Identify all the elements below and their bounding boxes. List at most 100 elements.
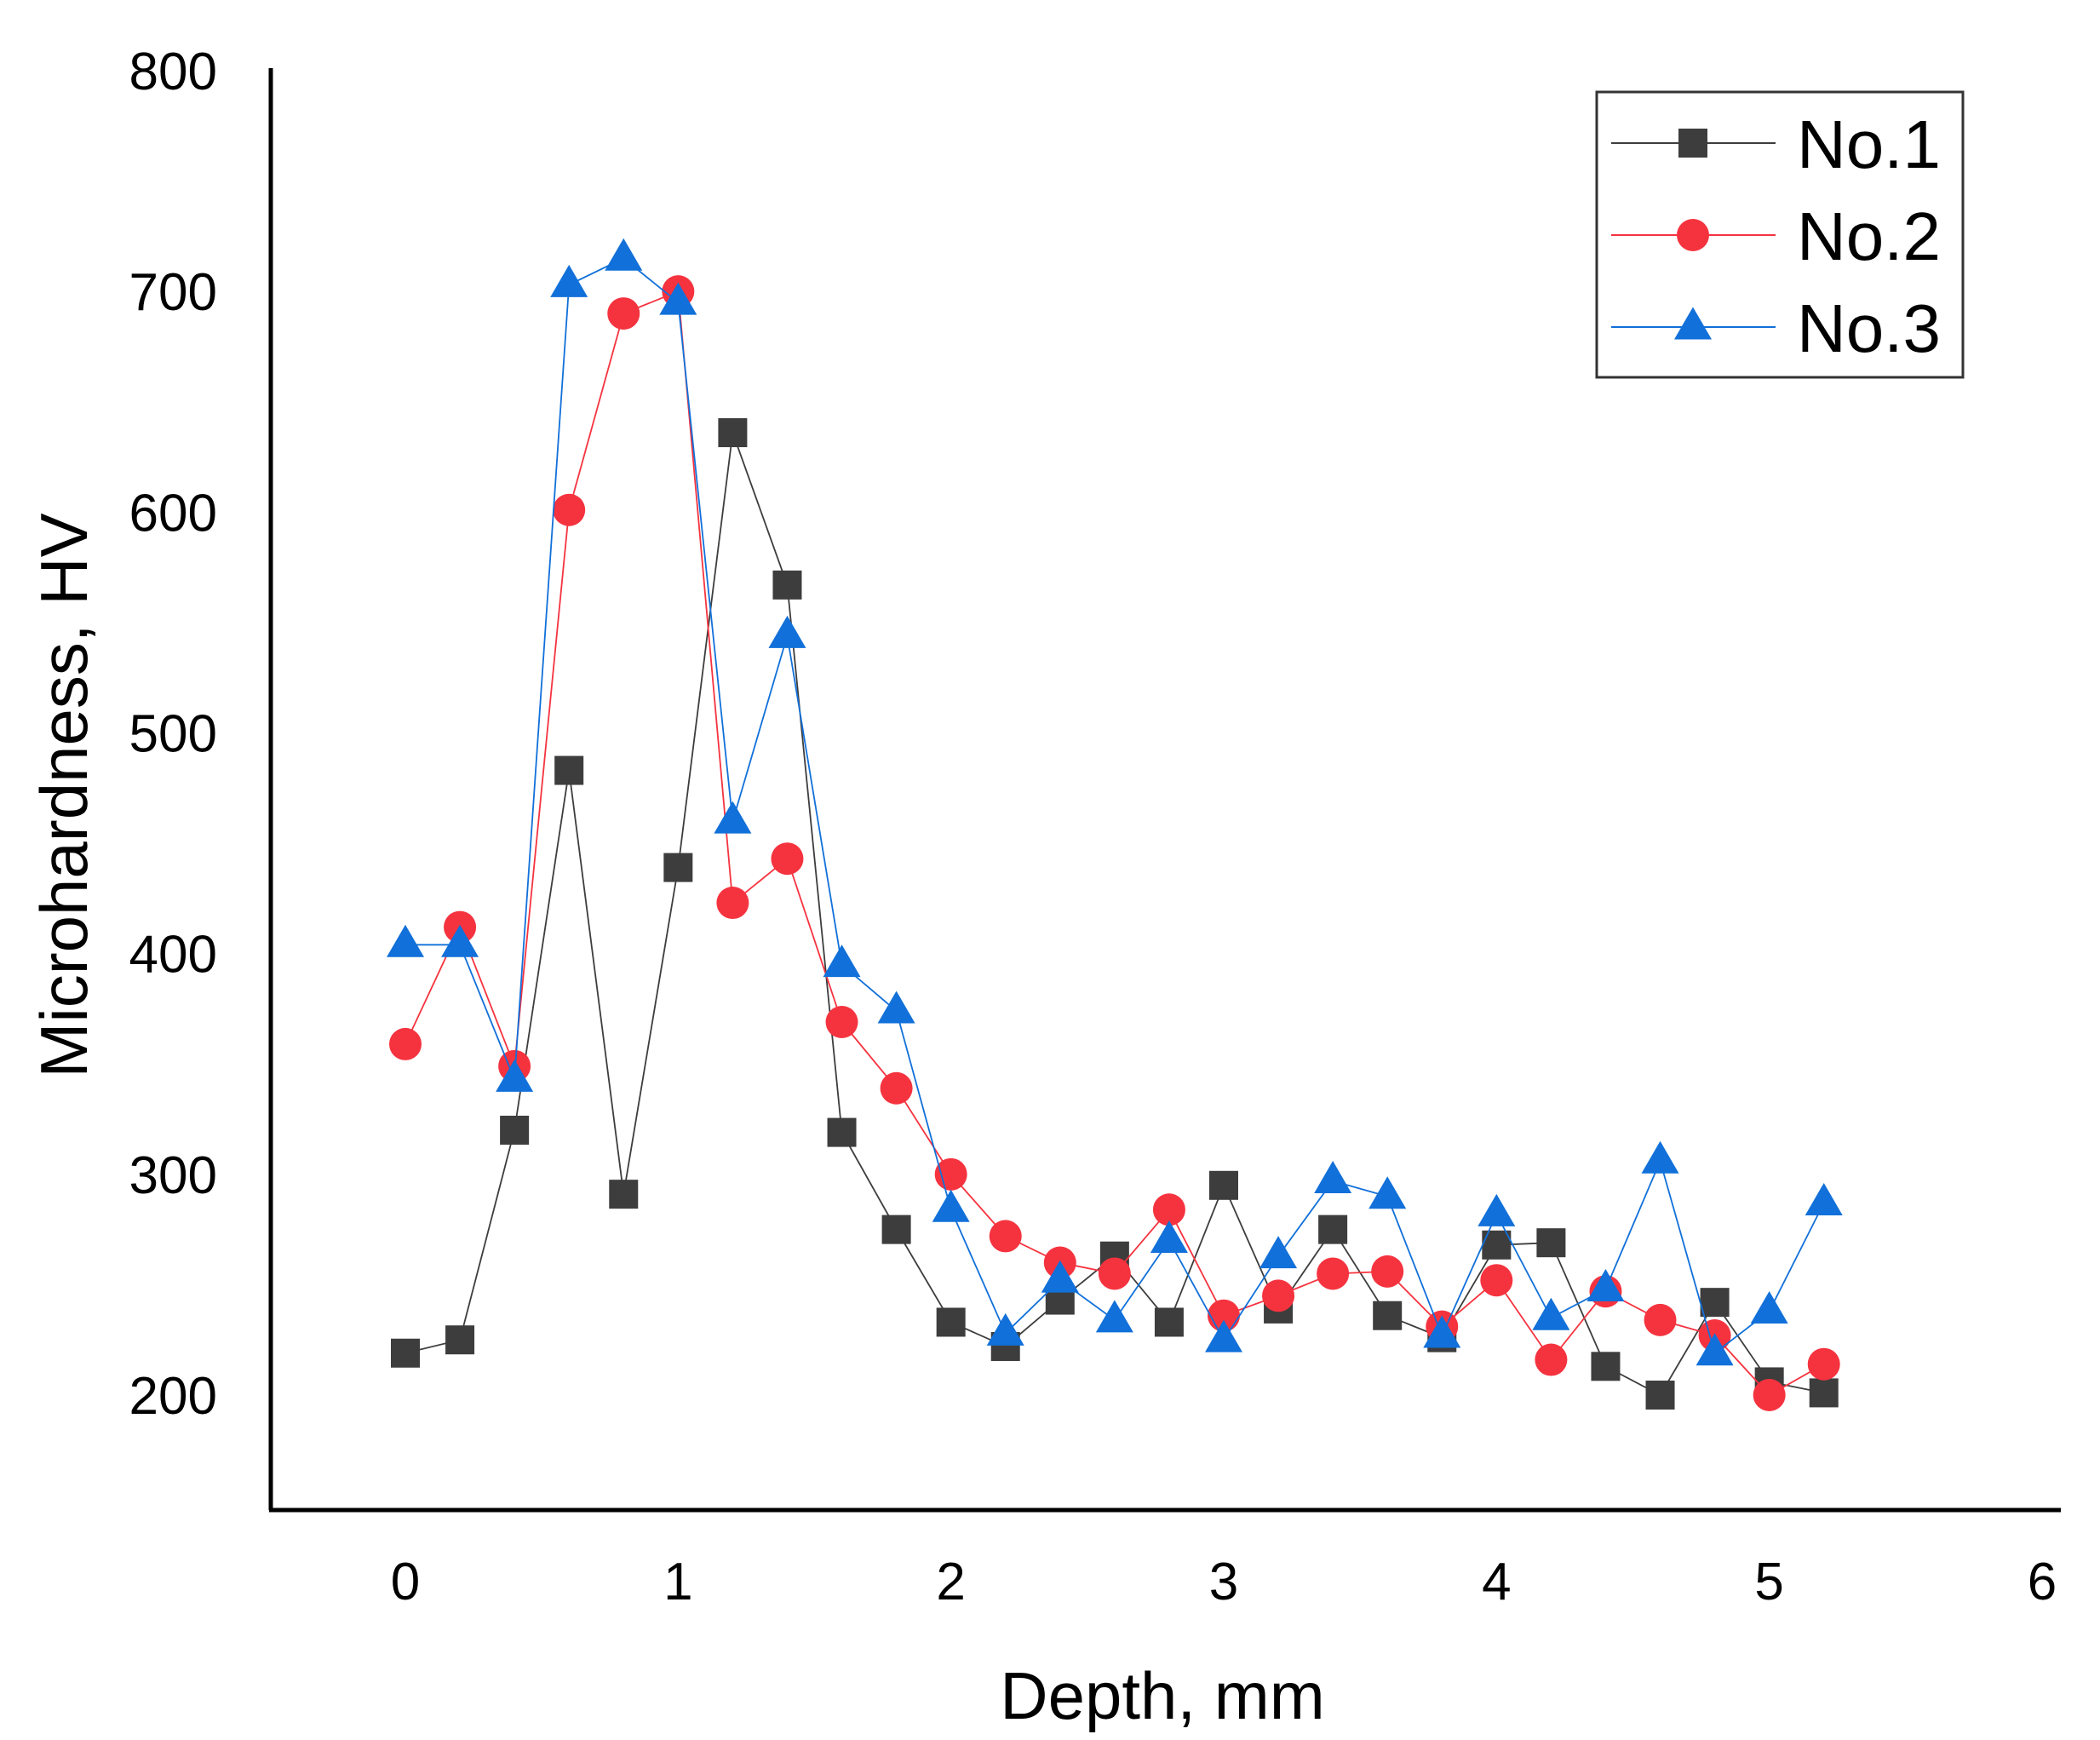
y-tick-label: 200 [129,1367,217,1426]
series-no-2 [389,275,1840,1411]
legend-entries: No.1 No.2 No.3 [1611,106,1941,366]
series-layer [387,238,1843,1411]
data-point-no-2 [1098,1257,1131,1290]
x-tick-label: 4 [1482,1553,1511,1611]
y-tick-label: 800 [129,43,217,101]
y-tick-label: 300 [129,1146,217,1205]
legend-entry-no-1: No.1 [1611,106,1941,182]
data-point-no-1 [609,1180,639,1209]
data-point-no-3 [823,945,861,978]
data-point-no-3 [1532,1297,1570,1330]
data-point-no-1 [1645,1381,1675,1410]
data-point-no-2 [553,493,586,526]
legend-label-no-1: No.1 [1797,106,1941,182]
data-point-no-2 [607,297,640,330]
data-point-no-2 [1644,1303,1677,1336]
data-point-no-1 [718,418,748,448]
legend-entry-no-2: No.2 [1611,198,1941,274]
data-point-no-2 [1535,1343,1568,1376]
data-point-no-3 [1205,1319,1242,1352]
data-point-no-3 [1805,1182,1843,1215]
data-point-no-2 [1317,1257,1350,1290]
data-point-no-1 [1373,1301,1403,1330]
data-point-no-2 [825,1006,858,1039]
legend-label-no-3: No.3 [1797,290,1941,366]
data-point-no-1 [1809,1378,1839,1408]
data-point-no-3 [714,801,752,834]
data-point-no-3 [1477,1193,1516,1226]
data-point-no-1 [663,853,693,882]
data-point-no-3 [877,991,915,1024]
y-tick-label: 500 [129,705,217,764]
data-point-no-3 [659,282,697,315]
x-tick-label: 3 [1209,1553,1238,1611]
data-point-no-1 [500,1116,530,1145]
data-point-no-3 [1150,1220,1188,1254]
data-point-no-2 [771,842,804,876]
data-point-no-3 [1095,1300,1133,1333]
x-axis-title: Depth, mm [1000,1658,1324,1733]
data-point-no-1 [936,1307,966,1337]
data-point-no-1 [1154,1307,1184,1337]
y-tick-label: 700 [129,263,217,322]
data-point-no-2 [1262,1279,1295,1312]
legend-marker-no-3 [1674,307,1712,340]
data-point-no-3 [1695,1333,1734,1366]
y-axis-title: Microhardness, HV [26,513,101,1077]
data-point-no-3 [441,924,479,957]
data-point-no-3 [1750,1290,1788,1324]
legend-marker-no-1 [1678,129,1707,158]
legend: No.1 No.2 No.3 [1595,90,1965,379]
x-tick-label: 6 [2028,1553,2057,1611]
data-point-no-2 [880,1071,913,1105]
data-point-no-1 [391,1338,420,1368]
y-tick-label: 600 [129,484,217,543]
data-point-no-1 [445,1325,475,1355]
data-point-no-2 [389,1027,422,1060]
data-point-no-3 [387,924,424,957]
x-tick-label: 0 [391,1553,420,1611]
data-point-no-1 [1700,1288,1730,1318]
axes-layer [268,68,2061,1513]
data-point-no-2 [989,1220,1022,1253]
data-point-no-1 [1591,1352,1621,1381]
data-point-no-1 [1536,1228,1566,1258]
legend-marker-no-2 [1677,219,1709,251]
data-point-no-3 [1041,1260,1079,1293]
data-point-no-3 [496,1059,534,1092]
data-point-no-3 [1586,1269,1625,1302]
data-point-no-2 [1807,1347,1840,1381]
data-point-no-2 [1152,1193,1185,1226]
tick-label-layer: 0 1 2 3 4 5 6 200 300 400 500 600 700 800 [129,43,2057,1611]
data-point-no-1 [1318,1215,1348,1244]
data-point-no-1 [827,1117,857,1147]
data-point-no-3 [1259,1236,1298,1269]
data-point-no-2 [934,1157,967,1191]
data-point-no-3 [1641,1140,1679,1174]
series-line-no-2 [405,290,1825,1397]
data-point-no-3 [550,264,588,297]
data-point-no-1 [554,755,584,785]
y-tick-label: 400 [129,926,217,985]
data-point-no-1 [881,1215,911,1244]
legend-label-no-2: No.2 [1797,198,1941,274]
data-point-no-1 [1209,1170,1238,1200]
data-point-no-2 [716,887,749,920]
data-point-no-2 [1480,1264,1513,1297]
data-point-no-1 [772,570,802,600]
data-point-no-3 [986,1312,1024,1346]
data-point-no-3 [1314,1161,1352,1194]
data-point-no-3 [1368,1176,1407,1209]
data-point-no-3 [1423,1315,1461,1348]
data-point-no-2 [1753,1379,1786,1411]
legend-entry-no-3: No.3 [1611,290,1941,366]
x-tick-label: 1 [663,1553,692,1611]
x-tick-label: 5 [1754,1553,1783,1611]
data-point-no-3 [932,1189,970,1222]
data-point-no-3 [605,238,643,271]
data-point-no-3 [768,615,806,648]
series-no-3 [387,238,1843,1366]
data-point-no-2 [1371,1255,1404,1288]
x-tick-label: 2 [936,1553,965,1611]
